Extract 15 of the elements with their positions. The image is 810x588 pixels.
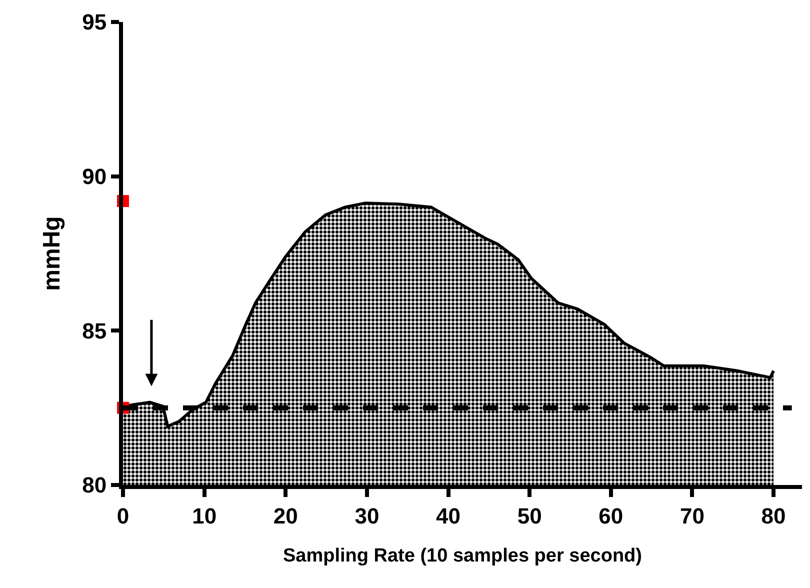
x-tick-label: 80 <box>761 503 786 528</box>
x-tick-label: 60 <box>598 503 624 528</box>
y-axis-title: mmHg <box>38 216 66 291</box>
y-tick-label: 95 <box>82 10 107 35</box>
x-tick-label: 50 <box>517 503 542 528</box>
x-tick-label: 40 <box>436 503 461 528</box>
x-tick-label: 30 <box>354 503 380 528</box>
x-axis-title: Sampling Rate (10 samples per second) <box>282 546 642 567</box>
x-tick-label: 10 <box>192 503 217 528</box>
x-tick-label: 70 <box>680 503 704 528</box>
y-tick-label: 80 <box>82 472 107 498</box>
x-tick-label: 0 <box>116 503 130 528</box>
y-tick-label: 85 <box>82 318 107 344</box>
y-tick-label: 90 <box>82 164 107 190</box>
x-tick-label: 20 <box>273 503 298 528</box>
